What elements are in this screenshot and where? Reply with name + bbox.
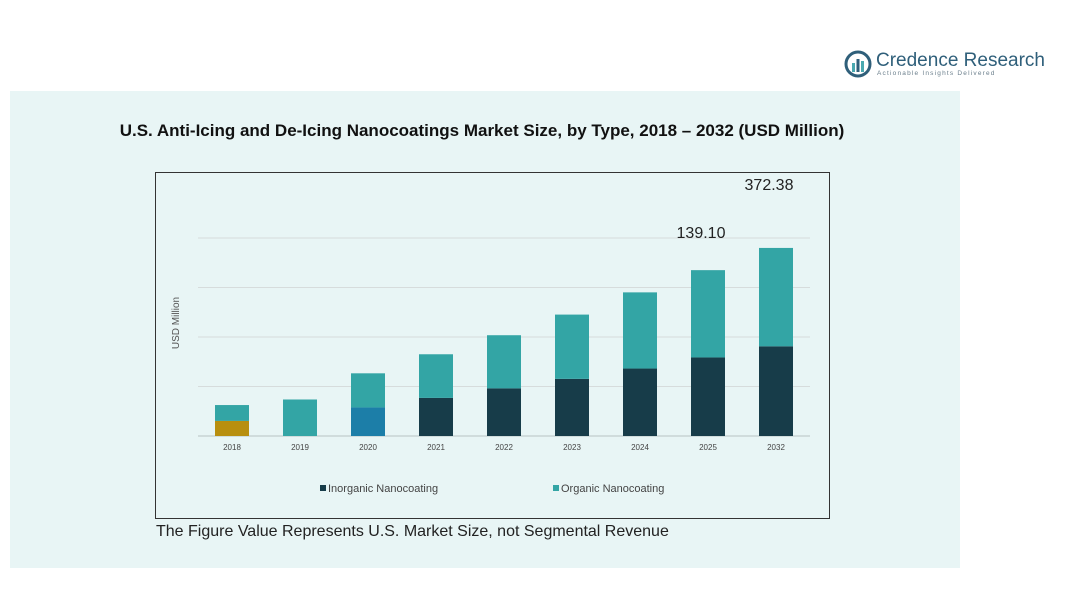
data-label: 139.10 bbox=[677, 225, 726, 242]
bar-organic-2021 bbox=[419, 354, 453, 398]
bar-organic-2020 bbox=[351, 373, 385, 408]
brand-logo: Credence Research Actionable Insights De… bbox=[844, 48, 1045, 82]
legend-swatch bbox=[553, 485, 559, 491]
brand-tagline: Actionable Insights Delivered bbox=[877, 70, 996, 77]
bar-inorganic-2023 bbox=[555, 378, 589, 436]
bar-inorganic-2022 bbox=[487, 388, 521, 436]
bar-organic-2019 bbox=[283, 399, 317, 436]
bar-inorganic-2024 bbox=[623, 368, 657, 436]
bar-inorganic-2025 bbox=[691, 357, 725, 436]
bar-organic-2018 bbox=[215, 405, 249, 421]
bar-organic-2032 bbox=[759, 247, 793, 347]
legend-label: Inorganic Nanocoating bbox=[328, 483, 438, 495]
chart-footnote: The Figure Value Represents U.S. Market … bbox=[156, 523, 669, 540]
x-tick-label: 2018 bbox=[223, 443, 241, 452]
chart-panel bbox=[10, 91, 960, 568]
bar-inorganic-2032 bbox=[759, 346, 793, 436]
bar-chart-circle-icon bbox=[844, 50, 872, 78]
bar-inorganic-2020 bbox=[351, 407, 385, 436]
bar-organic-2022 bbox=[487, 335, 521, 389]
chart-frame bbox=[155, 172, 830, 519]
legend-label: Organic Nanocoating bbox=[561, 483, 664, 495]
bar-organic-2025 bbox=[691, 270, 725, 358]
bar-organic-2023 bbox=[555, 314, 589, 379]
legend-swatch bbox=[320, 485, 326, 491]
x-tick-label: 2019 bbox=[291, 443, 309, 452]
bar-inorganic-2021 bbox=[419, 397, 453, 436]
x-tick-label: 2032 bbox=[767, 443, 785, 452]
y-axis-label: USD Million bbox=[171, 297, 182, 349]
bar-organic-2024 bbox=[623, 292, 657, 369]
bar-inorganic-2018 bbox=[215, 420, 249, 436]
data-label: 372.38 bbox=[745, 177, 794, 194]
x-tick-label: 2024 bbox=[631, 443, 649, 452]
x-tick-label: 2021 bbox=[427, 443, 445, 452]
x-tick-label: 2020 bbox=[359, 443, 377, 452]
chart-title: U.S. Anti-Icing and De-Icing Nanocoating… bbox=[119, 121, 845, 140]
x-tick-label: 2022 bbox=[495, 443, 513, 452]
x-tick-label: 2025 bbox=[699, 443, 717, 452]
x-tick-label: 2023 bbox=[563, 443, 581, 452]
brand-name: Credence Research bbox=[876, 50, 1045, 71]
